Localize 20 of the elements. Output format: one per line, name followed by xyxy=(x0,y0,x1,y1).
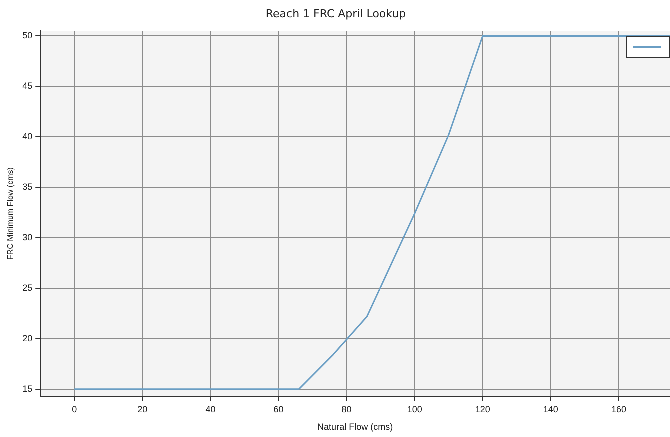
x-tick-label: 40 xyxy=(206,404,216,414)
y-tick-label: 25 xyxy=(22,282,33,293)
y-tick-label: 35 xyxy=(22,182,33,192)
x-tick-label: 120 xyxy=(475,404,490,414)
chart-title: Reach 1 FRC April Lookup xyxy=(266,7,406,20)
x-tick-label: 140 xyxy=(543,404,558,414)
y-tick-label: 30 xyxy=(22,232,33,242)
x-tick-label: 100 xyxy=(407,404,422,414)
x-axis-title: Natural Flow (cms) xyxy=(318,422,394,432)
y-tick-label: 15 xyxy=(22,384,33,394)
y-tick-label: 20 xyxy=(22,333,33,344)
x-tick-label: 0 xyxy=(72,404,78,414)
y-tick-label: 40 xyxy=(22,132,33,142)
x-tick-label: 20 xyxy=(138,404,148,414)
y-tick-label: 50 xyxy=(22,30,33,41)
x-tick-label: 160 xyxy=(611,404,626,414)
y-axis-title: FRC Minimum Flow (cms) xyxy=(6,167,16,260)
x-tick-label: 60 xyxy=(274,404,284,414)
x-tick-label: 80 xyxy=(342,404,352,414)
y-tick-label: 45 xyxy=(22,81,33,92)
